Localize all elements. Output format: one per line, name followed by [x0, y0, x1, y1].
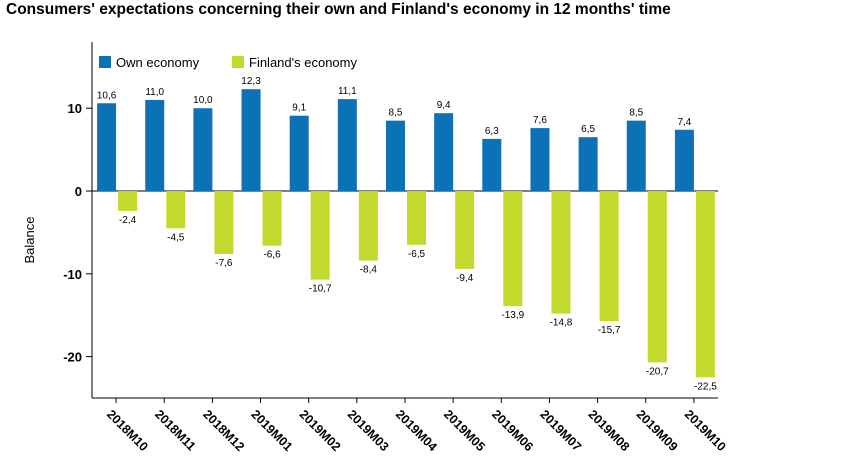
bar — [145, 99, 165, 192]
bar — [241, 89, 261, 192]
data-label: 11,0 — [145, 87, 164, 98]
data-label: -6,5 — [408, 249, 426, 260]
bar — [166, 191, 186, 229]
data-label: 8,5 — [389, 108, 403, 119]
legend: Own economy Finland's economy — [99, 55, 357, 70]
bar — [503, 191, 523, 307]
x-tick-label: 2019M06 — [489, 407, 536, 454]
x-tick-label: 2018M12 — [200, 407, 247, 454]
x-tick-label: 2019M02 — [297, 407, 344, 454]
bar — [289, 115, 309, 192]
legend-item: Finland's economy — [232, 55, 357, 70]
plot-background — [92, 42, 718, 398]
data-label: -22,5 — [694, 381, 717, 392]
bar — [434, 113, 454, 192]
x-tick-label: 2019M08 — [585, 407, 632, 454]
bar — [551, 191, 571, 314]
data-label: 7,6 — [533, 115, 547, 126]
data-label: -2,4 — [119, 215, 137, 226]
data-label: 10,0 — [193, 95, 213, 106]
bar — [262, 191, 282, 246]
series-finlands-economy: -2,4 -4,5 -7,6 -6,6 -10,7 -8,4 -6,5 -9,4 -13,9 -1… — [118, 191, 717, 392]
bar — [530, 128, 550, 192]
x-tick-label: 2018M11 — [152, 407, 198, 453]
bar — [310, 191, 330, 280]
x-tick-label: 2019M05 — [441, 407, 488, 454]
data-label: 10,6 — [97, 90, 117, 101]
bar — [455, 191, 475, 269]
plot-area — [92, 42, 718, 398]
data-label: -7,6 — [215, 258, 233, 269]
data-label: 6,5 — [581, 124, 595, 135]
bar — [193, 108, 213, 192]
bar — [695, 191, 715, 378]
data-label: 9,1 — [292, 103, 306, 114]
data-label: 9,4 — [437, 100, 451, 111]
legend-swatch — [232, 56, 244, 68]
data-label: -6,6 — [263, 250, 281, 261]
y-axis-label: Balance — [22, 217, 37, 264]
legend-item: Own economy — [99, 55, 200, 70]
data-label: 8,5 — [629, 108, 643, 119]
series-own-economy: 10,6 11,0 10,0 12,3 9,1 11,1 8,5 9,4 6,3 7,6 6,5 8,… — [97, 76, 694, 192]
data-label: -10,7 — [309, 284, 332, 295]
bar — [407, 191, 426, 245]
x-tick-label: 2019M09 — [634, 407, 681, 454]
series-layer: 10,6 11,0 10,0 12,3 9,1 11,1 8,5 9,4 6,3 7,6 6,5 8,… — [97, 76, 717, 392]
bar — [386, 120, 405, 192]
bar — [482, 138, 502, 192]
data-label: -14,8 — [550, 318, 573, 329]
y-axis: 10 0 -10 -20 — [63, 42, 93, 398]
bar — [214, 191, 234, 254]
x-tick-label: 2019M04 — [393, 407, 440, 454]
x-tick-label: 2019M01 — [248, 407, 295, 454]
bar — [626, 120, 646, 192]
x-tick-label: 2018M10 — [104, 407, 151, 454]
y-tick-label: -10 — [63, 267, 82, 282]
x-tick-label: 2019M03 — [345, 407, 392, 454]
data-label: -13,9 — [501, 310, 524, 321]
data-label: -4,5 — [167, 232, 185, 243]
data-label: 11,1 — [338, 86, 357, 97]
data-label: 6,3 — [485, 126, 499, 137]
bar — [647, 191, 667, 363]
chart-title: Consumers' expectations concerning their… — [6, 1, 671, 18]
data-label: -9,4 — [456, 273, 474, 284]
legend-swatch — [99, 56, 111, 68]
legend-label: Own economy — [116, 55, 200, 70]
y-tick-label: 10 — [68, 101, 82, 116]
y-tick-label: 0 — [75, 184, 82, 199]
bar — [97, 103, 117, 192]
bar — [578, 137, 598, 192]
bar — [118, 191, 138, 211]
x-tick-label: 2019M10 — [682, 407, 729, 454]
bar — [337, 99, 357, 192]
data-label: 12,3 — [241, 76, 261, 87]
x-tick-label: 2019M07 — [537, 407, 584, 454]
data-label: -8,4 — [360, 265, 378, 276]
bar — [599, 191, 619, 322]
bar — [674, 129, 694, 192]
data-label: 7,4 — [677, 117, 691, 128]
data-label: -15,7 — [598, 325, 621, 336]
y-tick-label: -20 — [63, 350, 82, 365]
legend-label: Finland's economy — [249, 55, 357, 70]
bar — [358, 191, 378, 261]
data-label: -20,7 — [646, 366, 669, 377]
